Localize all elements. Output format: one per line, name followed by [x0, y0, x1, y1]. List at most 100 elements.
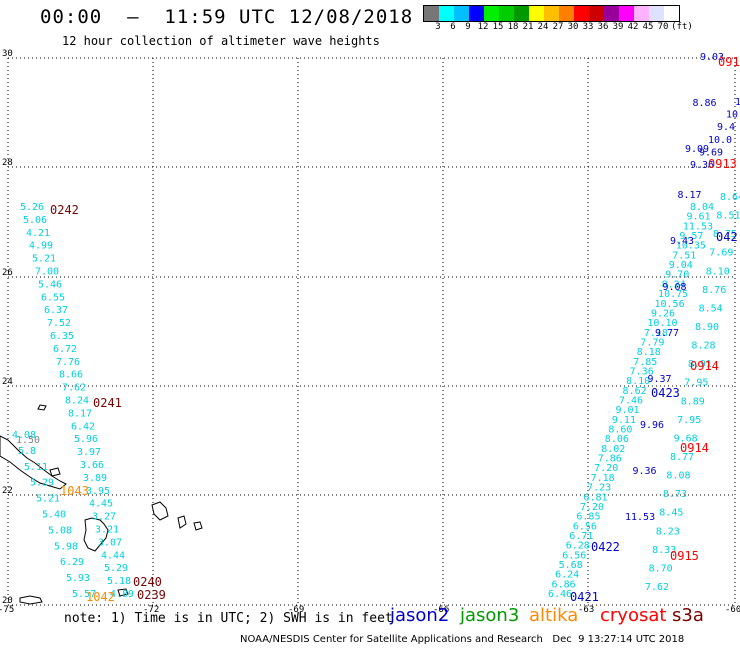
wave-height-value: 5.21	[36, 494, 60, 505]
pass-time-label: 0423	[651, 386, 680, 400]
pass-time-label: 1043	[60, 484, 89, 498]
land-outlines	[0, 404, 203, 605]
map-title: 00:00 – 11:59 UTC 12/08/2018	[40, 6, 414, 28]
wave-height-value: 8.10	[706, 266, 730, 277]
wave-height-value: 9.36	[690, 160, 714, 171]
color-scale-label: 45	[642, 22, 654, 32]
wave-height-value: 9.01	[615, 405, 639, 416]
color-swatch	[604, 6, 619, 21]
wave-height-value: 8.60	[608, 425, 632, 436]
wave-height-value: 7.62	[645, 582, 669, 593]
wave-height-value: 8.23	[656, 526, 680, 537]
pass-time-label: 0914	[690, 359, 719, 373]
bahamas-island-1	[151, 501, 169, 521]
wave-height-value: 6.71	[569, 531, 593, 542]
color-scale-label: 27	[552, 22, 564, 32]
satellite-legend-jason3: jason3	[460, 605, 520, 626]
wave-height-value: 7.36	[630, 366, 654, 377]
wave-height-value: 8.04	[690, 202, 714, 213]
cuba-outline	[0, 435, 67, 490]
wave-height-value: 6.86	[552, 579, 576, 590]
lon-label: -69	[288, 605, 304, 615]
turks-island	[117, 588, 129, 597]
color-swatch	[664, 6, 679, 21]
wave-height-value: 5.98	[54, 541, 78, 552]
wave-height-value: 5.93	[66, 573, 90, 584]
lon-label: -72	[143, 605, 159, 615]
wave-height-value: 9.11	[612, 415, 636, 426]
wave-height-value: 5.21	[32, 254, 56, 265]
color-scale-label: 18	[507, 22, 519, 32]
color-scale-label: (ft)	[671, 22, 693, 32]
color-scale-label: 15	[492, 22, 504, 32]
color-scale-label: 30	[567, 22, 579, 32]
wave-height-value: 5.06	[23, 215, 47, 226]
wave-height-value: 6.56	[573, 521, 597, 532]
color-scale-label: 70	[657, 22, 669, 32]
pass-time-label: 0422	[591, 540, 620, 554]
wave-height-value: 7.76	[56, 357, 80, 368]
wave-height-value: 10.75	[658, 289, 688, 300]
color-scale-label: 24	[537, 22, 549, 32]
color-scale-label: 3	[435, 22, 441, 32]
wave-height-value: 8.33	[652, 545, 676, 556]
wave-height-value: 5.08	[48, 525, 72, 536]
wave-height-value: 4.45	[89, 499, 113, 510]
wave-height-value: 7.20	[580, 502, 604, 513]
pass-time-label: 0915	[670, 549, 699, 563]
pass-time-label: 0421	[570, 590, 599, 604]
wave-height-value: 5.8	[18, 446, 36, 457]
color-swatch	[559, 6, 574, 21]
color-scale-label: 9	[465, 22, 471, 32]
wave-height-value: 5.18	[107, 576, 131, 587]
wave-height-value: 7.46	[619, 396, 643, 407]
pass-time-label: 091	[718, 55, 740, 69]
wave-height-value: 8.91	[688, 359, 712, 370]
wave-height-value: 3.97	[77, 447, 101, 458]
wave-height-value: 7.69	[709, 248, 733, 259]
bahamas-island-4	[37, 404, 47, 411]
wave-height-value: 5.46	[38, 279, 62, 290]
map-axis-labels: 20 22 24 26 28 30 -75 -72 -69 -66 -63 -60	[0, 49, 740, 615]
pass-time-label: 0242	[50, 203, 79, 217]
wave-height-value: 3.27	[92, 512, 116, 523]
lat-label: 26	[2, 268, 13, 278]
wave-height-value: 5.29	[30, 478, 54, 489]
wave-height-value: 9.68	[674, 433, 698, 444]
wave-height-value: 8.18	[637, 347, 661, 358]
bahamas-island-5	[49, 467, 61, 477]
satellite-legend-cryosat: cryosat	[600, 605, 667, 626]
wave-height-value: 6.72	[53, 344, 77, 355]
lat-label: 30	[2, 49, 13, 59]
color-swatch	[544, 6, 559, 21]
wave-height-value: 9.77	[655, 328, 679, 339]
wave-height-value: 6.37	[44, 305, 68, 316]
wave-height-value: 3.07	[98, 537, 122, 548]
satellite-tracks: 5.26 5.06 4.21 4.99 5.21 7.005.46 6.55 6.37 7.52…	[12, 52, 740, 600]
lon-label: -66	[433, 605, 449, 615]
wave-height-value: 9.03	[700, 52, 724, 63]
wave-height-value: 8.24	[662, 279, 686, 290]
wave-height-value: 9.37	[648, 374, 672, 385]
wave-height-value: 9.69	[699, 147, 723, 158]
wave-height-value: 9.09	[685, 144, 709, 155]
footer-note: note: 1) Time is in UTC; 2) SWH is in fe…	[64, 611, 393, 626]
wave-height-value: 8.28	[691, 341, 715, 352]
wave-height-value: 7.86	[598, 454, 622, 465]
wave-height-value: 8.86	[693, 98, 717, 109]
wave-height-value: 5.40	[42, 510, 66, 521]
color-scale-label: 6	[450, 22, 456, 32]
jamaica-outline	[19, 595, 43, 605]
wave-height-value: 10.56	[655, 299, 685, 310]
wave-height-value: 9.08	[663, 282, 687, 293]
wave-height-value: 9.61	[686, 212, 710, 223]
footer-credit: NOAA/NESDIS Center for Satellite Applica…	[240, 634, 685, 645]
wave-height-value: 8.17	[68, 408, 92, 419]
color-scale-bar	[423, 5, 680, 22]
wave-height-value: 6.81	[584, 492, 608, 503]
lat-label: 28	[2, 158, 13, 168]
wave-height-value: 4.44	[101, 550, 125, 561]
satellite-legend-altika: altika	[529, 605, 579, 626]
